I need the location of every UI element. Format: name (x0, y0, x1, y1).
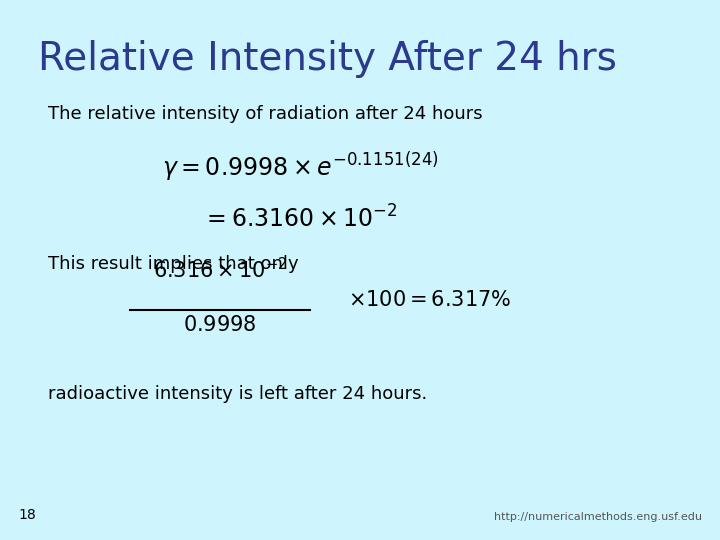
Text: $\gamma = 0.9998 \times e^{-0.1151(24)}$: $\gamma = 0.9998 \times e^{-0.1151(24)}$ (162, 150, 438, 184)
Text: radioactive intensity is left after 24 hours.: radioactive intensity is left after 24 h… (48, 385, 427, 403)
Text: Relative Intensity After 24 hrs: Relative Intensity After 24 hrs (38, 40, 617, 78)
Text: The relative intensity of radiation after 24 hours: The relative intensity of radiation afte… (48, 105, 482, 123)
Text: $6.316 \times 10^{-2}$: $6.316 \times 10^{-2}$ (153, 257, 287, 282)
Text: $0.9998$: $0.9998$ (184, 315, 257, 335)
Text: http://numericalmethods.eng.usf.edu: http://numericalmethods.eng.usf.edu (494, 512, 702, 522)
Text: $\times 100 = 6.317\%$: $\times 100 = 6.317\%$ (348, 290, 512, 310)
Text: 18: 18 (18, 508, 36, 522)
Text: $= 6.3160 \times 10^{-2}$: $= 6.3160 \times 10^{-2}$ (202, 205, 398, 232)
Text: This result implies that only: This result implies that only (48, 255, 299, 273)
